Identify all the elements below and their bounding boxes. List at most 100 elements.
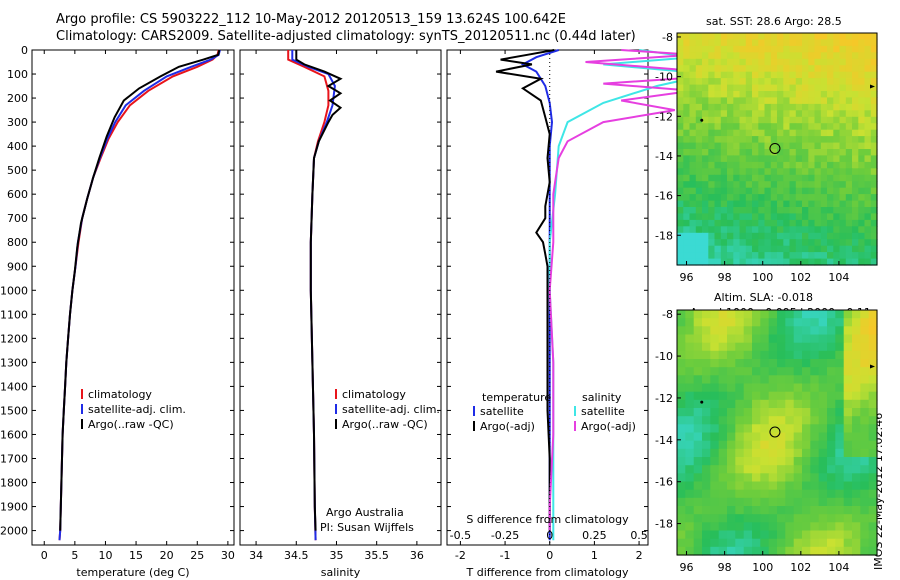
sla-map-cell [760,399,770,409]
sla-map-cell [743,416,753,425]
sla-map-cell [868,432,878,442]
sst-map-cell [845,91,853,98]
sst-map-cell [839,91,847,98]
sst-map-cell [770,252,778,260]
sla-map-cell [685,416,695,425]
sst-map-cell [758,232,766,240]
sst-map-cell [870,103,878,111]
sst-map-cell [739,136,747,144]
sst-map-cell [695,174,703,182]
sst-map-cell [677,78,684,86]
sst-map-cell [864,129,872,137]
sla-map-cell [835,514,845,523]
sst-map-cell [833,71,841,79]
sst-map-cell [820,213,828,221]
sst-map-cell [764,174,772,182]
sst-map-cell [864,194,872,202]
sla-map-cell [860,457,870,466]
sst-map-xtick-label: 96 [680,271,694,284]
sla-map-cell [835,350,845,360]
sst-map-cell [727,194,734,202]
sla-map-cell [810,448,820,458]
sst-map-cell [814,97,822,105]
sst-map-cell [852,71,859,79]
sla-map-cell [868,457,878,466]
sst-map-cell [689,97,697,105]
sla-map-cell [835,473,845,483]
sst-map-cell [814,123,822,131]
sst-map-cell [864,181,872,189]
sla-map-cell [685,432,695,442]
sla-map-cell [777,318,786,327]
sst-map-cell [839,149,847,156]
sst-map-cell [839,39,847,47]
sst-map-cell [858,181,866,189]
depth-tick-label: 900 [7,260,28,273]
sla-map-ytick-label: -14 [655,434,673,447]
sla-map-cell [727,506,736,515]
sst-map-cell [870,245,878,253]
sst-map-cell [708,252,716,260]
sla-map-cell [743,399,753,409]
sst-map-cell [695,252,703,260]
sst-map-cell [758,129,766,137]
sla-map-cell [702,399,711,409]
sla-map-argo-marker [769,426,781,438]
sla-map-cell [860,367,870,376]
temperature-legend-label: satellite-adj. clim. [88,403,186,416]
sst-map-cell [745,84,753,92]
sla-map-cell [685,383,695,393]
sst-map-cell [820,110,828,118]
sla-map-cell [810,334,820,344]
depth-tick-label: 0 [21,44,28,57]
sst-map-cell [720,149,728,156]
sst-map-cell [689,252,697,260]
sst-map-cell [827,200,834,208]
sla-map-cell [810,440,820,450]
sla-map-cell [677,481,686,491]
sla-map-ytick-label: -12 [655,392,673,405]
sst-map-cell [720,97,728,105]
sst-map-cell [720,232,728,240]
sla-map-xtick-label: 104 [828,561,849,574]
sst-map-cell [808,39,816,47]
sla-map-cell [810,530,820,540]
difference-s-tick-label: 0 [546,529,553,542]
sst-map-cell [702,78,709,86]
sst-map-float-dot [700,118,704,122]
sla-map-cell [793,342,803,352]
sst-map-cell [783,213,791,221]
sla-map-cell [677,465,686,474]
sst-map-cell [708,174,716,182]
sla-map-cell [768,326,778,336]
sst-map-cell [720,226,728,234]
sla-map-cell [677,424,686,434]
sst-map-cell [702,123,709,131]
sst-map-cell [789,110,797,118]
sla-map-cell [752,359,761,368]
sst-map-cell [739,78,747,86]
sst-map-cell [808,71,816,79]
sst-map-cell [758,52,766,60]
sla-map-cell [702,424,711,434]
sla-map-ytick-label: -16 [655,476,673,489]
sla-map-cell [743,481,753,491]
sst-map-cell [758,142,766,150]
sla-map-cell [868,334,878,344]
sla-map-cell [743,448,753,458]
sst-map-cell [795,39,803,47]
sst-map-cell [770,39,778,47]
sla-map-cell [860,506,870,515]
sst-map-cell [683,91,691,98]
sla-map-cell [860,334,870,344]
sst-map-cell [683,213,691,221]
sst-map-cell [783,136,791,144]
sst-map-cell [708,245,716,253]
sst-map-cell [839,136,847,144]
sst-map-cell [758,39,766,47]
sst-map-cell [808,65,816,73]
sla-map-cell [743,375,753,385]
sst-map-cell [827,168,834,176]
sst-map-cell [852,219,859,227]
sla-map-cell [685,546,695,556]
